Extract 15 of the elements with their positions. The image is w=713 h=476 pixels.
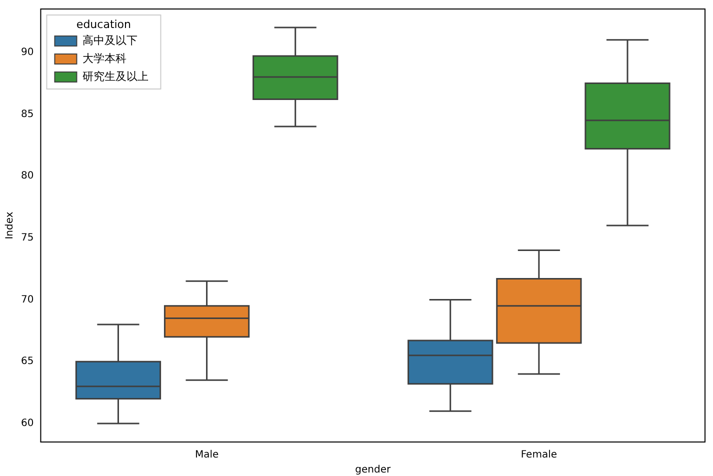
legend-label: 高中及以下	[82, 34, 138, 47]
x-tick-label: Male	[194, 450, 219, 461]
y-tick-label: 65	[20, 356, 34, 368]
y-tick-label: 75	[20, 232, 34, 244]
x-axis-title: gender	[355, 464, 392, 476]
legend-label: 大学本科	[82, 52, 127, 65]
y-tick-label: 90	[20, 46, 34, 58]
y-tick-label: 70	[20, 294, 34, 306]
x-tick-label: Female	[520, 450, 558, 461]
y-tick-label: 60	[20, 418, 34, 430]
legend-label: 研究生及以上	[82, 70, 149, 83]
y-axis-title: Index	[4, 212, 16, 240]
y-tick-label: 85	[20, 108, 34, 120]
legend-title: education	[76, 18, 132, 31]
y-tick-label: 80	[20, 170, 34, 182]
